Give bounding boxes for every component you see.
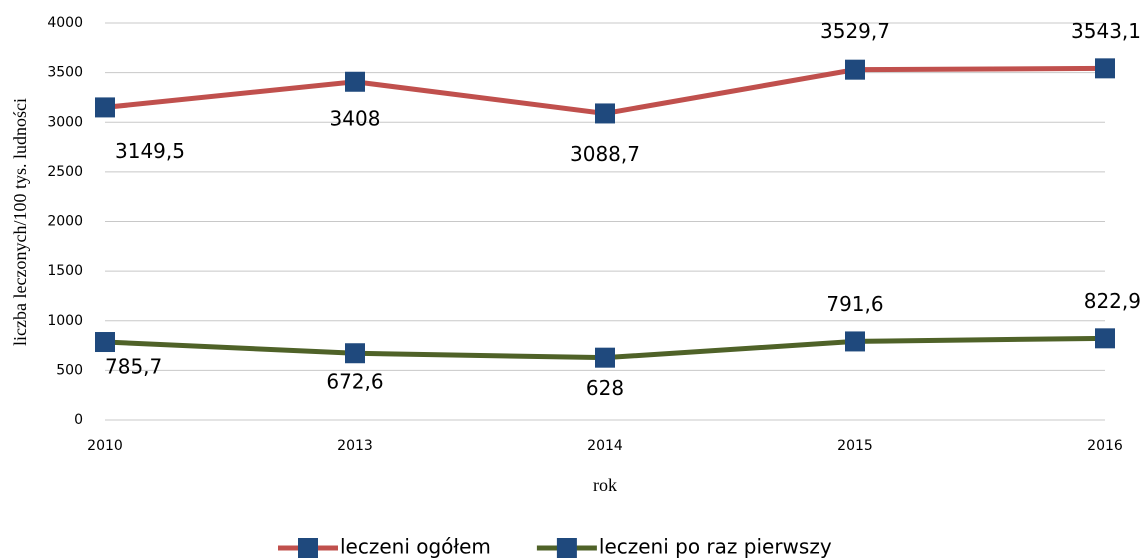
marker: [345, 71, 365, 92]
data-label: 822,9: [1084, 289, 1141, 313]
marker: [1095, 58, 1115, 79]
y-tick-label: 4000: [47, 15, 83, 31]
y-tick-label: 1500: [47, 263, 83, 279]
y-tick-label: 3000: [47, 114, 83, 130]
y-tick-label: 3500: [47, 65, 83, 81]
marker: [595, 103, 615, 124]
y-tick-label: 1000: [47, 313, 83, 329]
legend-label: leczeni ogółem: [340, 535, 491, 559]
y-tick-label: 2500: [47, 164, 83, 180]
data-label: 785,7: [105, 355, 162, 379]
marker: [95, 97, 115, 118]
data-label: 672,6: [326, 370, 383, 394]
x-tick-label: 2010: [87, 438, 123, 454]
data-label: 3543,1: [1071, 19, 1141, 43]
x-axis-title: rok: [593, 475, 617, 495]
legend-marker: [556, 538, 577, 558]
data-label: 791,6: [826, 292, 883, 316]
data-label: 3088,7: [570, 142, 640, 166]
y-tick-label: 500: [56, 362, 83, 378]
y-tick-label: 0: [74, 412, 83, 428]
marker: [1095, 328, 1115, 349]
marker: [845, 331, 865, 352]
data-label: 628: [586, 376, 624, 400]
y-axis-title: liczba leczonych/100 tys. ludności: [10, 98, 30, 346]
x-tick-label: 2015: [837, 438, 873, 454]
y-tick-label: 2000: [47, 214, 83, 230]
x-tick-label: 2016: [1087, 438, 1123, 454]
data-label: 3408: [330, 106, 381, 130]
data-label: 3529,7: [820, 19, 890, 43]
legend-label: leczeni po raz pierwszy: [599, 535, 832, 559]
marker: [595, 347, 615, 368]
marker: [95, 332, 115, 353]
marker: [845, 59, 865, 80]
x-tick-label: 2014: [587, 438, 623, 454]
data-label: 3149,5: [115, 139, 185, 163]
legend-marker: [298, 538, 318, 558]
x-tick-label: 2013: [337, 438, 373, 454]
marker: [345, 343, 365, 364]
